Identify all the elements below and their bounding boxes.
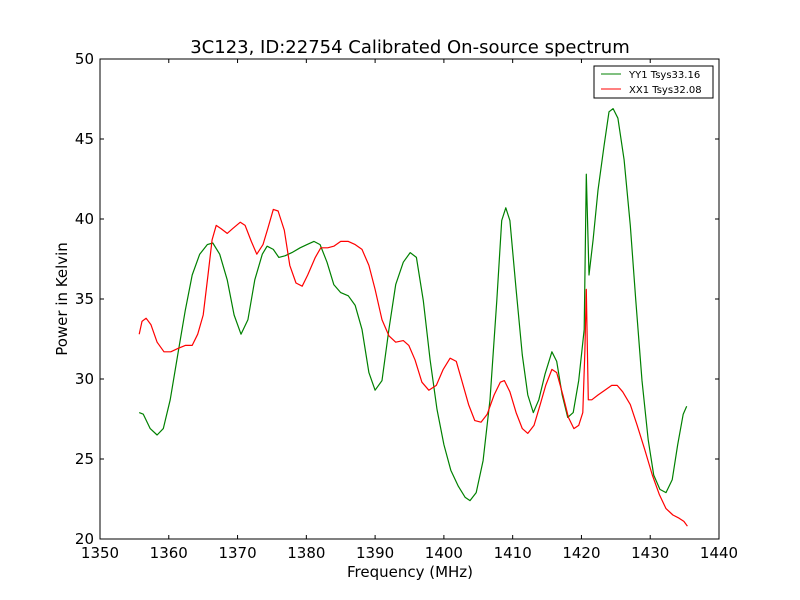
x-tick-label: 1410 [494, 544, 532, 562]
x-tick-label: 1440 [700, 544, 738, 562]
legend: YY1 Tsys33.16 XX1 Tsys32.08 [593, 65, 714, 99]
x-tick-label: 1360 [150, 544, 188, 562]
series-layer [138, 107, 688, 527]
x-axis-label: Frequency (MHz) [347, 563, 473, 581]
series-line-yy1 [138, 107, 688, 502]
legend-label-yy1: YY1 Tsys33.16 [628, 70, 700, 81]
x-tick-label: 1400 [425, 544, 463, 562]
y-tick-label: 35 [75, 290, 94, 308]
y-tick-label: 30 [75, 370, 94, 388]
series-line-xx1 [138, 208, 688, 527]
x-tick-label: 1390 [356, 544, 394, 562]
x-tick-label: 1370 [218, 544, 256, 562]
y-tick-label: 25 [75, 450, 94, 468]
x-tick-label: 1430 [631, 544, 669, 562]
y-tick-label: 50 [75, 50, 94, 68]
legend-box [593, 65, 714, 99]
legend-label-xx1: XX1 Tsys32.08 [629, 85, 702, 96]
y-tick-label: 20 [75, 530, 94, 548]
y-axis-label: Power in Kelvin [53, 242, 71, 356]
chart-title: 3C123, ID:22754 Calibrated On-source spe… [190, 37, 630, 58]
x-tick-label: 1420 [562, 544, 600, 562]
x-tick-label: 1350 [81, 544, 119, 562]
y-tick-label: 45 [75, 130, 94, 148]
y-tick-label: 40 [75, 210, 94, 228]
x-tick-label: 1380 [287, 544, 325, 562]
ticks: 1350 1360 1370 1380 1390 1400 1410 1420 1430 1440… [75, 50, 738, 562]
